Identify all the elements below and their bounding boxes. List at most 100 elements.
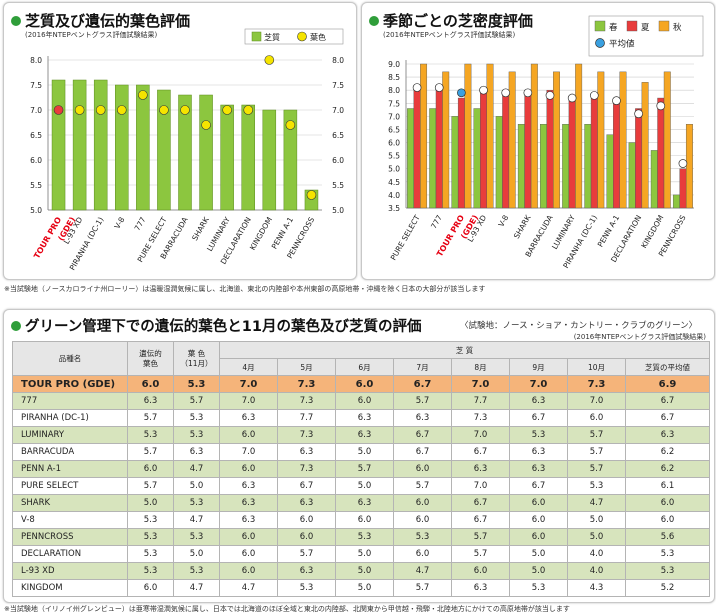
table-row: DECLARATION 5.3 5.0 6.0 5.7 5.0 6.0 5.7 5.0 4.0 5.… bbox=[12, 545, 711, 563]
y-tick-left: 5.0 bbox=[30, 206, 42, 215]
x-tick-label-7: SHARK bbox=[190, 215, 211, 243]
autumn-bar bbox=[464, 63, 472, 209]
value-cell: 6.2 bbox=[624, 443, 711, 461]
header-nov-color: 葉 色 （11月） bbox=[173, 341, 220, 376]
x-tick-label-text: SHARK bbox=[190, 215, 211, 243]
value-cell: 5.3 bbox=[393, 528, 452, 546]
x-tick-label-text: V-8 bbox=[113, 215, 127, 230]
color-marker bbox=[201, 120, 211, 130]
spring-bar bbox=[628, 142, 636, 209]
value-cell: 5.7 bbox=[567, 460, 626, 478]
value-cell: 6.3 bbox=[509, 460, 568, 478]
value-cell: 6.7 bbox=[451, 443, 510, 461]
value-cell: 5.3 bbox=[173, 494, 220, 512]
variety-name-cell: V-8 bbox=[12, 511, 128, 529]
summer-bar bbox=[546, 89, 554, 209]
value-cell: 6.2 bbox=[624, 460, 711, 478]
value-cell: 6.3 bbox=[219, 477, 278, 495]
variety-name-cell: L-93 XD bbox=[12, 562, 128, 580]
header-month: 7月 bbox=[393, 358, 452, 376]
variety-name-cell: PENN A-1 bbox=[12, 460, 128, 478]
autumn-bar bbox=[553, 71, 560, 209]
value-cell: 5.0 bbox=[335, 477, 394, 495]
value-cell: 4.3 bbox=[567, 579, 626, 597]
value-cell: 5.3 bbox=[127, 528, 174, 546]
value-cell: 6.7 bbox=[393, 375, 452, 393]
value-cell: 6.0 bbox=[509, 528, 568, 546]
value-cell: 5.0 bbox=[567, 511, 626, 529]
header-month: 9月 bbox=[509, 358, 568, 376]
value-cell: 6.0 bbox=[624, 511, 711, 529]
value-cell: 4.7 bbox=[393, 562, 452, 580]
legend-box bbox=[588, 15, 704, 57]
summer-bar bbox=[413, 89, 421, 209]
average-marker bbox=[567, 93, 577, 103]
color-marker bbox=[74, 105, 85, 115]
legend-label-autumn-bar: 秋 bbox=[673, 22, 682, 33]
y-tick: 7.5 bbox=[388, 99, 400, 108]
value-cell: 7.0 bbox=[509, 375, 568, 393]
table-row: BARRACUDA 5.7 6.3 7.0 6.3 5.0 6.7 6.7 6.3 5.7 6.2 bbox=[12, 443, 711, 461]
legend-swatch-average bbox=[595, 38, 605, 48]
variety-name-cell: LUMINARY bbox=[12, 426, 128, 444]
value-cell: 5.3 bbox=[277, 579, 336, 597]
spring-bar bbox=[495, 116, 503, 209]
summer-bar bbox=[590, 97, 598, 209]
spring-bar bbox=[451, 116, 459, 209]
value-cell: 6.0 bbox=[219, 426, 278, 444]
title-bullet-icon bbox=[369, 16, 379, 26]
value-cell: 7.7 bbox=[451, 392, 510, 410]
color-marker bbox=[306, 190, 317, 200]
quality-bar bbox=[199, 94, 213, 211]
table-row: PURE SELECT 5.7 5.0 6.3 6.7 5.0 5.7 7.0 6.7 5.3 6.… bbox=[12, 477, 711, 495]
y-tick-right: 8.0 bbox=[332, 56, 344, 65]
header-name: 品種名 bbox=[12, 341, 128, 376]
average-marker bbox=[412, 83, 422, 92]
legend-label-quality: 芝質 bbox=[264, 32, 280, 42]
value-cell: 5.7 bbox=[393, 477, 452, 495]
value-cell: 5.0 bbox=[567, 528, 626, 546]
value-cell: 4.0 bbox=[567, 545, 626, 563]
quality-bar bbox=[220, 104, 234, 211]
table-subtitle: (2016年NTEPベントグラス評価試験結果) bbox=[573, 333, 706, 341]
quality-color-chart: 5.0 5.0 5.5 5.5 6.0 6.0 6.5 6.5 7.0 7.0 7.5 7.5 8.0 8… bbox=[30, 28, 344, 272]
value-cell: 6.3 bbox=[277, 443, 336, 461]
y-tick-left: 8.0 bbox=[30, 56, 42, 65]
legend-swatch-spring-bar bbox=[594, 20, 606, 32]
summer-bar bbox=[613, 97, 620, 209]
table-row: 777 6.3 5.7 7.0 7.3 6.0 5.7 7.7 6.3 7.0 6.7 bbox=[12, 392, 711, 410]
value-cell: 6.7 bbox=[451, 511, 510, 529]
y-tick-left: 7.0 bbox=[30, 106, 42, 115]
value-cell: 6.9 bbox=[624, 375, 711, 393]
value-cell: 6.3 bbox=[509, 443, 568, 461]
value-cell: 6.3 bbox=[451, 579, 510, 597]
quality-bar bbox=[136, 84, 150, 211]
legend-label-average: 平均値 bbox=[609, 39, 635, 50]
value-cell: 5.7 bbox=[567, 443, 626, 461]
summer-bar bbox=[568, 97, 576, 209]
value-cell: 6.0 bbox=[393, 494, 452, 512]
spring-bar bbox=[584, 124, 592, 209]
value-cell: 5.3 bbox=[509, 579, 568, 597]
value-cell: 6.3 bbox=[451, 460, 510, 478]
value-cell: 5.7 bbox=[277, 545, 336, 563]
value-cell: 6.3 bbox=[277, 494, 336, 512]
color-marker bbox=[138, 90, 148, 100]
spring-bar bbox=[650, 150, 658, 209]
value-cell: 5.3 bbox=[127, 426, 174, 444]
evaluation-table: 品種名 遺伝的 葉色 葉 色 （11月） 芝 質 4月 5月 6月 7月 8月 9月 10月… bbox=[12, 341, 711, 597]
value-cell: 7.0 bbox=[219, 443, 278, 461]
value-cell: 6.7 bbox=[393, 426, 452, 444]
value-cell: 6.0 bbox=[624, 494, 711, 512]
variety-name-cell: PENNCROSS bbox=[12, 528, 128, 546]
value-cell: 5.7 bbox=[127, 443, 174, 461]
value-cell: 5.3 bbox=[127, 562, 174, 580]
value-cell: 7.0 bbox=[451, 477, 510, 495]
y-tick: 8.0 bbox=[388, 86, 400, 95]
y-tick: 4.5 bbox=[388, 178, 400, 187]
value-cell: 7.3 bbox=[277, 375, 336, 393]
autumn-bar bbox=[442, 71, 450, 209]
value-cell: 5.3 bbox=[335, 528, 394, 546]
value-cell: 6.0 bbox=[127, 460, 174, 478]
y-tick-right: 5.5 bbox=[332, 181, 344, 190]
